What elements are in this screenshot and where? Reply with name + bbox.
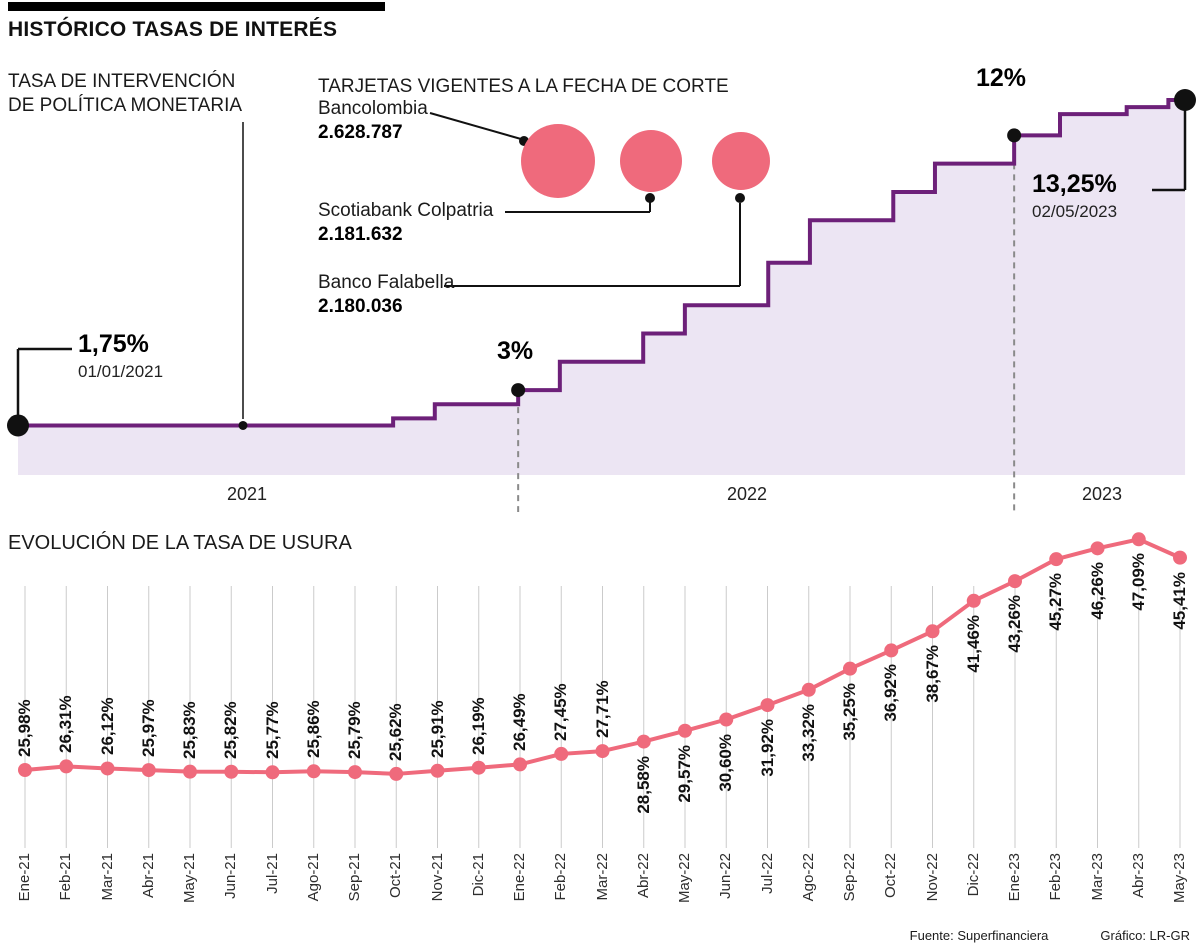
- usura-point: [637, 735, 651, 749]
- title-rule: [8, 2, 385, 11]
- usura-point: [513, 757, 527, 771]
- usura-point: [719, 713, 733, 727]
- annotation-start: 1,75% 01/01/2021: [78, 330, 163, 382]
- usura-chart-title: EVOLUCIÓN DE LA TASA DE USURA: [8, 532, 352, 555]
- legend-item-value-scotiabank: 2.181.632: [318, 224, 403, 246]
- annotation-start-rate: 1,75%: [78, 330, 163, 359]
- usura-point: [802, 683, 816, 697]
- usura-point: [554, 747, 568, 761]
- footer-credit: Gráfico: LR-GR: [1100, 928, 1190, 943]
- legend-item-value-falabella: 2.180.036: [318, 296, 403, 318]
- footer-source: Fuente: Superfinanciera: [910, 928, 1049, 943]
- legend-item-value-bancolombia: 2.628.787: [318, 122, 403, 144]
- policy-chart-title-line1: TASA DE INTERVENCIÓN: [8, 70, 242, 94]
- legend-title: TARJETAS VIGENTES A LA FECHA DE CORTE: [318, 76, 729, 98]
- scotiabank-bubble: [620, 130, 682, 192]
- annotation-start-date: 01/01/2021: [78, 362, 163, 382]
- marker-dot: [645, 193, 655, 203]
- annotation-12pct: 12%: [976, 64, 1026, 93]
- usura-point: [596, 744, 610, 758]
- usura-point: [967, 594, 981, 608]
- usura-point: [926, 624, 940, 638]
- usura-point: [1008, 574, 1022, 588]
- policy-area-fill: [18, 100, 1185, 475]
- annotation-12pct-rate: 12%: [976, 64, 1026, 93]
- page-title: HISTÓRICO TASAS DE INTERÉS: [8, 18, 337, 42]
- bancolombia-bubble: [521, 124, 595, 198]
- legend-item-name-falabella: Banco Falabella: [318, 272, 454, 294]
- usura-point: [884, 643, 898, 657]
- usura-point: [266, 765, 280, 779]
- usura-point: [843, 662, 857, 676]
- marker-dot: [511, 383, 525, 397]
- falabella-bubble: [712, 132, 770, 190]
- usura-point: [761, 698, 775, 712]
- usura-point: [472, 761, 486, 775]
- legend-item-name-bancolombia: Bancolombia: [318, 98, 428, 120]
- usura-point: [1091, 541, 1105, 555]
- usura-point: [101, 761, 115, 775]
- charts-canvas: [0, 0, 1200, 952]
- year-label-2023: 2023: [1082, 484, 1122, 505]
- connector-line: [430, 113, 521, 139]
- annotation-3pct: 3%: [497, 337, 533, 366]
- usura-point: [142, 763, 156, 777]
- annotation-end-date: 02/05/2023: [1032, 202, 1117, 222]
- annotation-end: 13,25% 02/05/2023: [1032, 170, 1117, 222]
- marker-dot: [239, 421, 248, 430]
- annotation-end-rate: 13,25%: [1032, 170, 1117, 199]
- usura-point: [1049, 552, 1063, 566]
- usura-point: [348, 765, 362, 779]
- usura-point: [183, 765, 197, 779]
- annotation-3pct-rate: 3%: [497, 337, 533, 366]
- policy-chart-title-line2: DE POLÍTICA MONETARIA: [8, 94, 242, 118]
- usura-point: [1173, 551, 1187, 565]
- marker-dot: [1174, 89, 1196, 111]
- usura-point: [678, 724, 692, 738]
- policy-chart-title: TASA DE INTERVENCIÓN DE POLÍTICA MONETAR…: [8, 70, 242, 118]
- usura-point: [18, 763, 32, 777]
- marker-dot: [7, 414, 29, 436]
- marker-dot: [735, 193, 745, 203]
- usura-point: [224, 765, 238, 779]
- usura-point: [59, 759, 73, 773]
- footer: Fuente: Superfinanciera Gráfico: LR-GR: [910, 928, 1190, 943]
- usura-point: [1132, 532, 1146, 546]
- year-label-2021: 2021: [227, 484, 267, 505]
- usura-point: [389, 767, 403, 781]
- legend-item-name-scotiabank: Scotiabank Colpatria: [318, 200, 493, 222]
- usura-point: [307, 764, 321, 778]
- year-label-2022: 2022: [727, 484, 767, 505]
- usura-point: [431, 764, 445, 778]
- marker-dot: [1007, 128, 1021, 142]
